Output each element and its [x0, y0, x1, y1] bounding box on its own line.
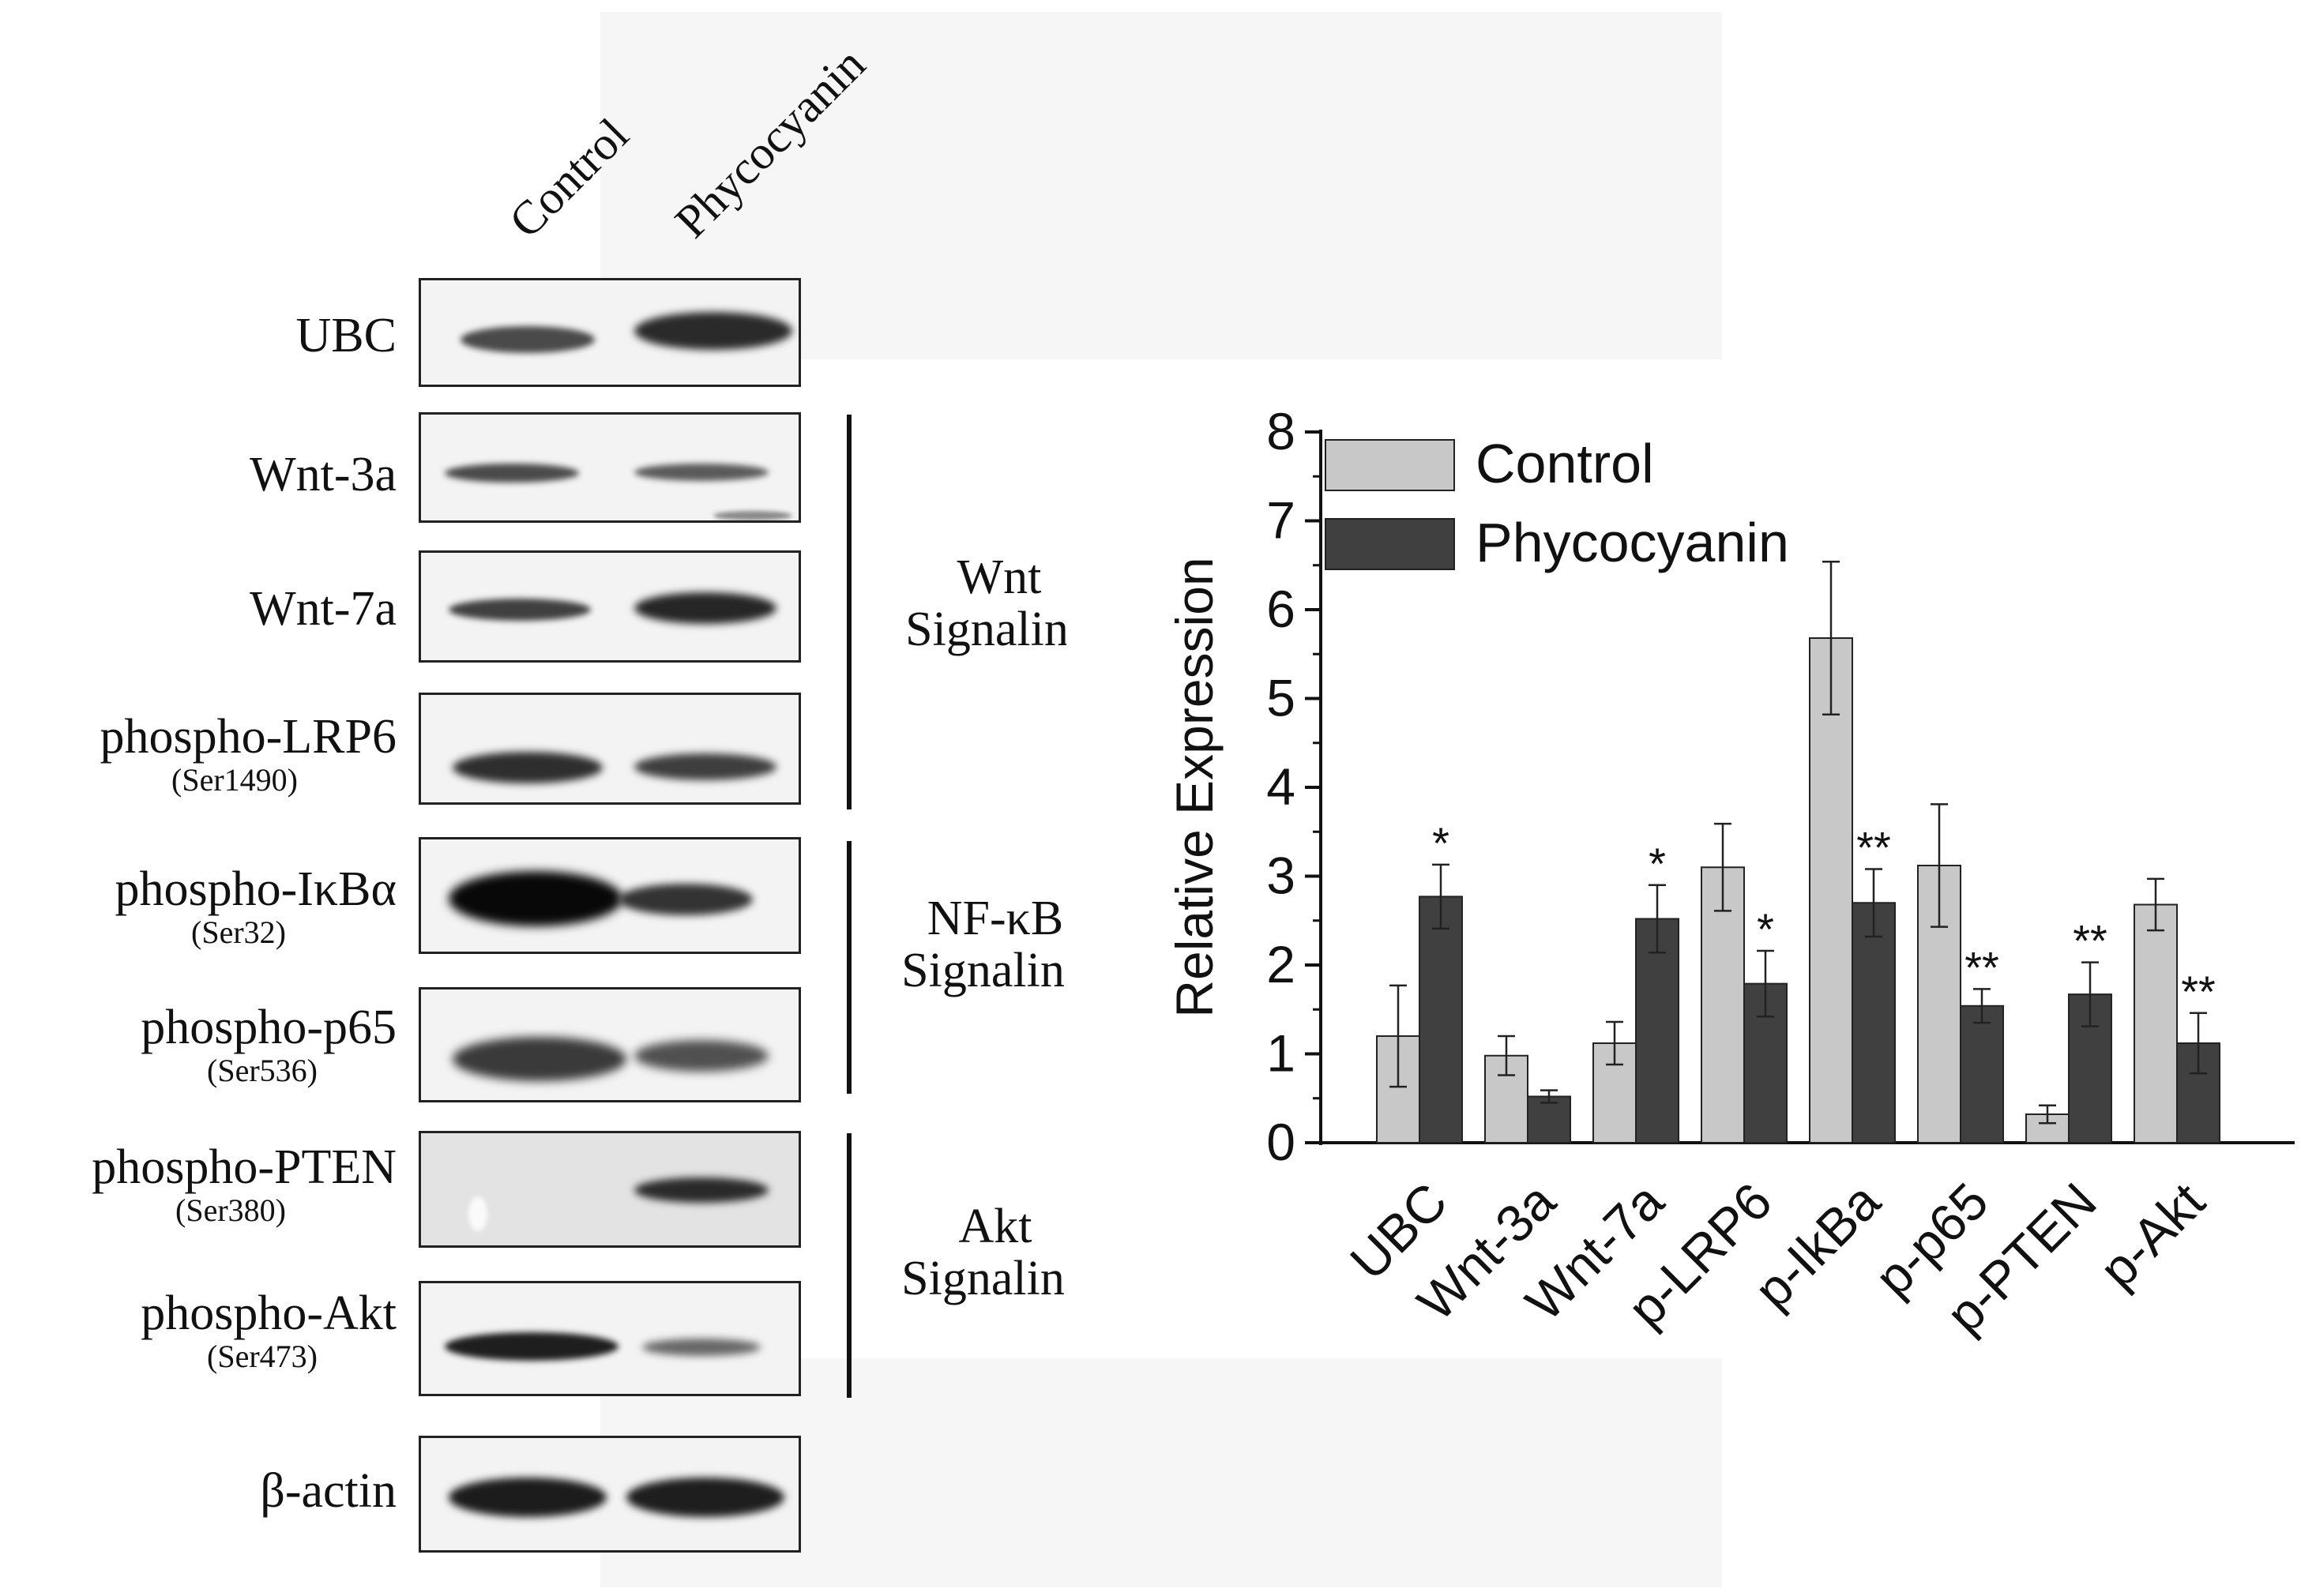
- significance-marker: *: [1649, 839, 1666, 888]
- protein-label-phospho-akt: phospho-Akt (Ser473): [141, 1286, 397, 1374]
- significance-marker: **: [1856, 823, 1891, 873]
- protein-label-beta-actin: β-actin: [260, 1464, 397, 1518]
- blot-strip-wnt7a: [419, 550, 801, 663]
- blot-strip-ubc: [419, 278, 801, 387]
- legend-swatch-control: [1325, 439, 1455, 491]
- bar-phycocyanin-p-p65: [1960, 1005, 2004, 1143]
- y-axis-label: Relative Expression: [1165, 557, 1224, 1017]
- significance-marker: *: [1757, 904, 1774, 954]
- blot-strip-phospho-pten: [419, 1131, 801, 1248]
- blot-strip-phospho-akt: [419, 1281, 801, 1396]
- blot-strip-phospho-p65: [419, 987, 801, 1102]
- protein-label-phospho-pten: phospho-PTEN (Ser380): [92, 1140, 397, 1228]
- blot-strip-beta-actin: [419, 1436, 801, 1553]
- protein-label-wnt3a: Wnt-3a: [250, 448, 397, 501]
- protein-label-phospho-p65: phospho-p65 (Ser536): [141, 1001, 397, 1088]
- significance-marker: **: [2181, 967, 2216, 1016]
- bar-control-p-lrp6: [1701, 866, 1745, 1143]
- blot-strip-phospho-ikba: [419, 837, 801, 954]
- protein-label-phospho-ikba: phospho-IκBα (Ser32): [115, 862, 397, 950]
- bar-phycocyanin-wnt-7a: [1635, 918, 1679, 1143]
- protein-label-wnt7a: Wnt-7a: [250, 582, 397, 636]
- group-label-wnt: Wnt Signaling: [905, 550, 1093, 656]
- y-tick-label: 6: [1266, 580, 1295, 638]
- y-tick-label: 0: [1266, 1113, 1295, 1171]
- significance-marker: **: [1964, 942, 1999, 992]
- y-tick-label: 8: [1266, 402, 1295, 460]
- group-label-nfkb: NF-κB Signaling: [901, 892, 1089, 997]
- group-line-nfkb: [847, 841, 852, 1094]
- protein-label-phospho-lrp6: phospho-LRP6 (Ser1490): [100, 710, 397, 798]
- y-tick-label: 1: [1266, 1024, 1295, 1083]
- legend-swatch-phycocyanin: [1325, 518, 1455, 570]
- y-tick-label: 4: [1266, 757, 1295, 816]
- bar-phycocyanin-ubc: [1419, 896, 1463, 1143]
- y-tick-label: 5: [1266, 669, 1295, 727]
- group-label-akt: Akt Signaling: [901, 1200, 1089, 1305]
- blot-strip-wnt3a: [419, 412, 801, 523]
- legend-label-control: Control: [1476, 433, 1654, 494]
- significance-marker: **: [2073, 916, 2107, 966]
- protein-label-ubc: UBC: [295, 309, 397, 362]
- bar-control-p-akt: [2134, 903, 2178, 1143]
- y-tick-label: 7: [1266, 491, 1295, 550]
- significance-marker: *: [1432, 818, 1449, 868]
- y-tick-label: 3: [1266, 847, 1295, 905]
- group-line-akt: [847, 1133, 852, 1398]
- blot-strip-phospho-lrp6: [419, 693, 801, 805]
- bar-phycocyanin-p-ikba: [1852, 902, 1896, 1143]
- legend-label-phycocyanin: Phycocyanin: [1476, 512, 1789, 573]
- chart-background: [1066, 363, 2314, 1358]
- y-tick-label: 2: [1266, 935, 1295, 993]
- group-line-wnt: [847, 415, 852, 809]
